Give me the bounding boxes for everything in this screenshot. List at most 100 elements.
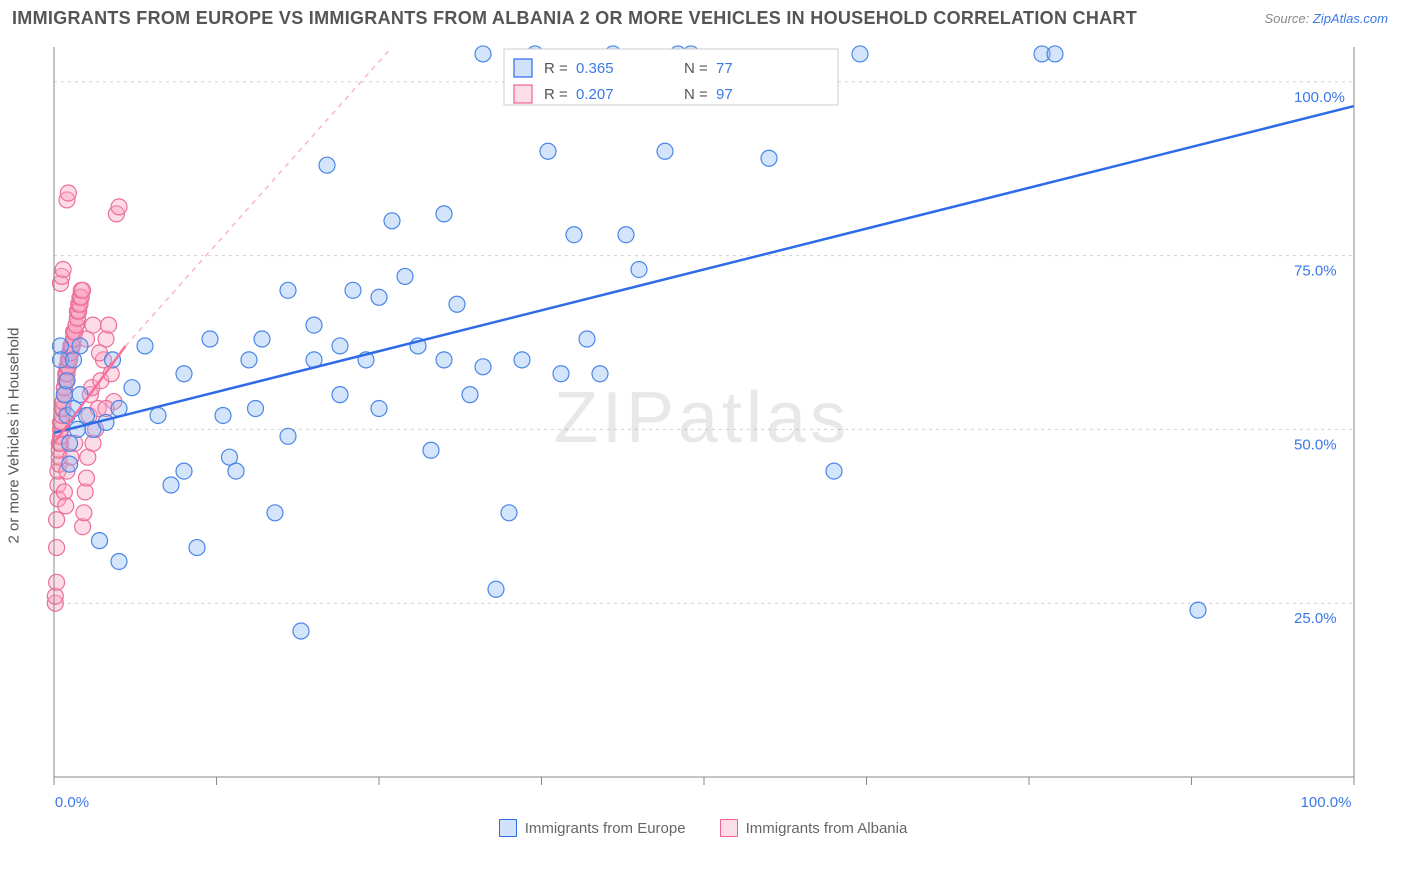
x-tick-label: 100.0% [1301, 794, 1352, 811]
legend-swatch-blue [499, 819, 517, 837]
europe-point[interactable] [475, 359, 491, 375]
legend-r-label: R = [544, 60, 568, 77]
europe-point[interactable] [1190, 602, 1206, 618]
albania-point[interactable] [101, 317, 117, 333]
y-axis-label: 2 or more Vehicles in Household [6, 328, 23, 544]
europe-point[interactable] [176, 366, 192, 382]
europe-point[interactable] [761, 150, 777, 166]
europe-point[interactable] [501, 505, 517, 521]
europe-point[interactable] [248, 401, 264, 417]
europe-point[interactable] [345, 282, 361, 298]
albania-point[interactable] [49, 512, 65, 528]
europe-point[interactable] [56, 387, 72, 403]
title-bar: IMMIGRANTS FROM EUROPE VS IMMIGRANTS FRO… [0, 0, 1406, 37]
x-tick-label: 0.0% [55, 794, 89, 811]
scatter-chart-svg: 25.0% 50.0% 75.0% 100.0% ZIPatlas 0.0% 100.0% R… [44, 37, 1388, 817]
europe-point[interactable] [202, 331, 218, 347]
europe-point[interactable] [371, 401, 387, 417]
europe-point[interactable] [319, 157, 335, 173]
europe-point[interactable] [241, 352, 257, 368]
europe-point[interactable] [618, 227, 634, 243]
europe-point[interactable] [852, 46, 868, 62]
albania-point[interactable] [79, 470, 95, 486]
legend-r-label: R = [544, 86, 568, 103]
europe-point[interactable] [449, 296, 465, 312]
europe-point[interactable] [462, 387, 478, 403]
legend-item-blue[interactable]: Immigrants from Europe [499, 819, 686, 837]
legend-swatch-pink [720, 819, 738, 837]
europe-point[interactable] [293, 623, 309, 639]
europe-point[interactable] [488, 581, 504, 597]
legend-label: Immigrants from Europe [525, 820, 686, 837]
europe-point[interactable] [514, 352, 530, 368]
chart-title: IMMIGRANTS FROM EUROPE VS IMMIGRANTS FRO… [12, 8, 1137, 29]
legend-n-value: 77 [716, 60, 733, 77]
europe-point[interactable] [631, 261, 647, 277]
europe-point[interactable] [137, 338, 153, 354]
albania-point[interactable] [76, 505, 92, 521]
legend-n-label: N = [684, 86, 708, 103]
legend-n-label: N = [684, 60, 708, 77]
europe-point[interactable] [423, 442, 439, 458]
europe-point[interactable] [189, 540, 205, 556]
europe-point[interactable] [267, 505, 283, 521]
europe-point[interactable] [371, 289, 387, 305]
albania-point[interactable] [58, 498, 74, 514]
albania-point[interactable] [111, 199, 127, 215]
europe-point[interactable] [62, 456, 78, 472]
europe-point[interactable] [436, 352, 452, 368]
watermark: ZIPatlas [554, 378, 850, 458]
source-link[interactable]: ZipAtlas.com [1313, 11, 1388, 26]
europe-point[interactable] [540, 143, 556, 159]
europe-point[interactable] [92, 533, 108, 549]
europe-point[interactable] [384, 213, 400, 229]
legend-swatch-pink [514, 85, 532, 103]
europe-point[interactable] [592, 366, 608, 382]
europe-point[interactable] [124, 380, 140, 396]
albania-point[interactable] [55, 261, 71, 277]
europe-point[interactable] [436, 206, 452, 222]
source-prefix: Source: [1264, 11, 1312, 26]
europe-point[interactable] [826, 463, 842, 479]
europe-point[interactable] [111, 553, 127, 569]
albania-point[interactable] [60, 185, 76, 201]
europe-point[interactable] [657, 143, 673, 159]
europe-point[interactable] [553, 366, 569, 382]
europe-point[interactable] [163, 477, 179, 493]
albania-point[interactable] [49, 540, 65, 556]
europe-point[interactable] [332, 387, 348, 403]
y-tick-label: 50.0% [1294, 436, 1337, 453]
europe-point[interactable] [150, 407, 166, 423]
europe-point[interactable] [1047, 46, 1063, 62]
legend-r-value: 0.207 [576, 86, 614, 103]
source-attribution: Source: ZipAtlas.com [1264, 11, 1388, 26]
legend-swatch-blue [514, 59, 532, 77]
europe-point[interactable] [72, 338, 88, 354]
regression-line-albania-ext [126, 47, 393, 346]
plot-area: 2 or more Vehicles in Household 25.0%50.… [44, 37, 1388, 817]
europe-point[interactable] [397, 268, 413, 284]
legend-item-pink[interactable]: Immigrants from Albania [720, 819, 908, 837]
albania-point[interactable] [49, 574, 65, 590]
europe-point[interactable] [332, 338, 348, 354]
europe-point[interactable] [59, 373, 75, 389]
europe-point[interactable] [475, 46, 491, 62]
europe-point[interactable] [228, 463, 244, 479]
legend-n-value: 97 [716, 86, 733, 103]
y-tick-label: 75.0% [1294, 263, 1337, 280]
y-tick-label: 100.0% [1294, 89, 1345, 106]
bottom-legend: Immigrants from Europe Immigrants from Al… [0, 819, 1406, 837]
europe-point[interactable] [254, 331, 270, 347]
albania-point[interactable] [85, 317, 101, 333]
legend-r-value: 0.365 [576, 60, 614, 77]
europe-point[interactable] [280, 282, 296, 298]
europe-point[interactable] [579, 331, 595, 347]
europe-point[interactable] [176, 463, 192, 479]
europe-point[interactable] [566, 227, 582, 243]
legend-label: Immigrants from Albania [746, 820, 908, 837]
europe-point[interactable] [280, 428, 296, 444]
y-tick-label: 25.0% [1294, 610, 1337, 627]
albania-point[interactable] [75, 282, 91, 298]
europe-point[interactable] [215, 407, 231, 423]
europe-point[interactable] [306, 317, 322, 333]
